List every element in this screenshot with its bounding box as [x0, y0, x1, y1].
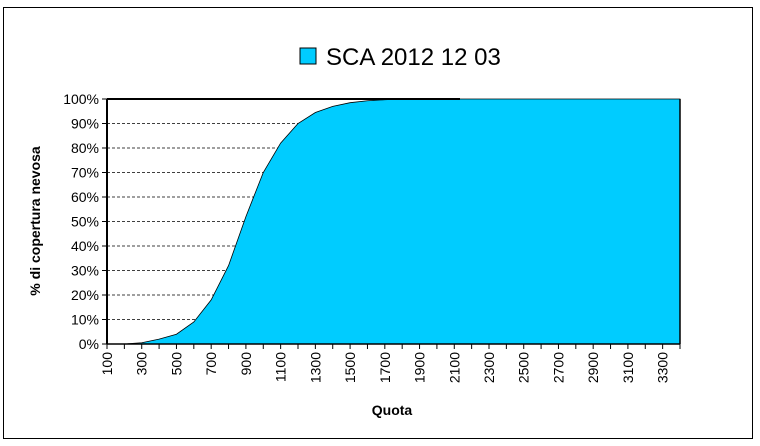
label-layer: 0% 10% 20% 30% 40% 50% 60% 70% 80% 90% 100% 100 300 5… [63, 91, 670, 383]
y-axis-title: % di copertura nevosa [27, 146, 43, 296]
x-tick-label: 300 [134, 352, 150, 376]
legend-label: SCA 2012 12 03 [326, 44, 501, 71]
x-tick-label: 700 [203, 352, 219, 376]
y-tick-label: 10% [71, 312, 99, 328]
x-tick-label: 1100 [273, 352, 289, 382]
legend: SCA 2012 12 03 [299, 44, 501, 71]
x-tick-label: 3300 [655, 352, 671, 383]
x-tick-label: 1900 [412, 352, 428, 383]
x-tick-label: 100 [99, 352, 115, 376]
y-tick-label: 100% [63, 91, 99, 107]
y-tick-label: 40% [71, 238, 99, 254]
x-tick-label: 1700 [377, 352, 393, 383]
y-tick-label: 30% [71, 263, 99, 279]
x-tick-label: 900 [238, 352, 254, 376]
x-tick-label: 1300 [307, 352, 323, 383]
x-tick-label: 2900 [585, 352, 601, 383]
x-axis-title: Quota [372, 402, 413, 418]
x-tick-label: 2700 [550, 352, 566, 383]
y-tick-label: 80% [71, 140, 99, 156]
legend-swatch [299, 47, 317, 65]
y-tick-label: 50% [71, 214, 99, 230]
y-tick-label: 0% [79, 336, 99, 352]
y-tick-label: 90% [71, 116, 99, 132]
y-tick-label: 70% [71, 165, 99, 181]
x-tick-label: 2100 [446, 352, 462, 383]
x-tick-label: 500 [168, 352, 184, 376]
y-tick-label: 20% [71, 287, 99, 303]
x-tick-label: 1500 [342, 352, 358, 383]
x-tick-label: 2300 [481, 352, 497, 383]
x-tick-label: 3100 [620, 352, 636, 383]
x-tick-label: 2500 [516, 352, 532, 383]
axis-layer [102, 98, 681, 349]
y-tick-label: 60% [71, 189, 99, 205]
